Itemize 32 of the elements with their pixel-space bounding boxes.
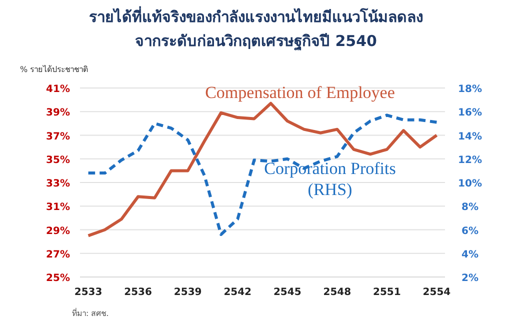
y2-tick-label: 18% [458, 84, 482, 95]
y-tick-label: 39% [46, 108, 70, 119]
chart-title: รายได้ที่แท้จริงของกำลังแรงงานไทยมีแนวโน้มลดลง [89, 6, 423, 26]
y-tick-label: 41% [46, 84, 70, 95]
y-tick-label: 25% [46, 273, 70, 284]
series-label: Corporation Profits (RHS) [263, 158, 397, 200]
text: ที่มา: สศช. [72, 307, 109, 318]
y-tick-label: 31% [46, 202, 70, 214]
x-tick-label: 2536 [124, 287, 152, 298]
y2-tick-label: 12% [458, 154, 482, 166]
x-tick-label: 2548 [323, 287, 352, 298]
y-axis-title: % รายได้ประชาชาติ [20, 65, 88, 74]
x-tick-label: 2554 [422, 287, 451, 298]
series-label: Compensation of Employee [204, 82, 396, 103]
chart-subtitle: จากระดับก่อนวิกฤตเศรษฐกิจปี 2540 [135, 32, 377, 51]
y2-tick-label: 16% [458, 108, 482, 119]
y-tick-label: 27% [46, 249, 70, 260]
y-tick-label: 33% [46, 178, 70, 190]
y2-tick-label: 10% [458, 178, 482, 190]
y2-tick-label: 6% [462, 226, 478, 237]
x-tick-label: 2533 [74, 287, 102, 298]
y2-tick-label: 2% [462, 273, 478, 284]
y2-tick-label: 14% [458, 131, 482, 142]
x-tick-label: 2542 [224, 287, 252, 298]
x-tick-label: 2545 [273, 287, 302, 298]
y2-tick-label: 8% [462, 202, 478, 214]
y2-tick-label: 4% [462, 249, 478, 260]
y-tick-label: 37% [46, 131, 70, 142]
y-tick-label: 35% [46, 154, 70, 166]
x-tick-label: 2539 [174, 287, 202, 298]
y-tick-label: 29% [46, 226, 70, 237]
x-tick-label: 2551 [373, 287, 401, 298]
